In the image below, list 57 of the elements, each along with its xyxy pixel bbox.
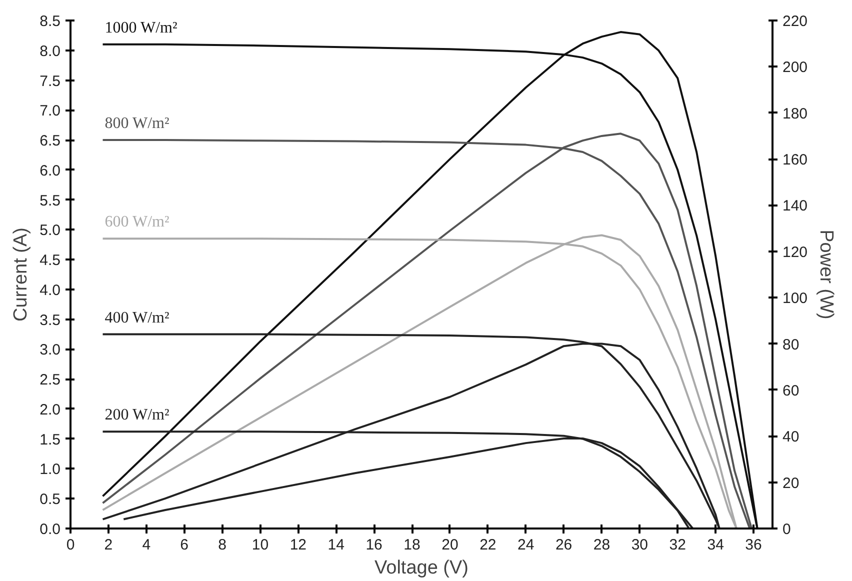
y2-tick-label: 0 <box>782 521 791 538</box>
y-tick-label: 5.0 <box>40 222 61 240</box>
y2-tick-label: 120 <box>782 244 808 261</box>
x-tick-label: 12 <box>290 536 307 554</box>
x-tick-label: 8 <box>218 536 226 554</box>
series-label: 200 W/m² <box>104 406 170 424</box>
y-tick-label: 2.5 <box>40 372 61 389</box>
x-tick-label: 30 <box>631 536 648 554</box>
y-tick-label: 1.0 <box>40 461 61 478</box>
y-tick-label: 8.5 <box>40 13 61 30</box>
x-tick-label: 10 <box>252 536 269 554</box>
x-tick-label: 26 <box>555 536 572 554</box>
y-tick-label: 0.5 <box>40 491 61 508</box>
y-tick-label: 3.0 <box>40 342 61 359</box>
y-tick-label: 5.5 <box>40 192 61 210</box>
x-tick-label: 14 <box>328 536 344 554</box>
y2-tick-label: 140 <box>782 198 808 215</box>
x-tick-label: 0 <box>66 536 75 554</box>
x-tick-label: 20 <box>442 536 458 554</box>
y-tick-label: 1.5 <box>40 431 61 448</box>
y-tick-label: 4.0 <box>40 282 61 299</box>
y2-tick-label: 100 <box>782 290 808 308</box>
y2-tick-label: 60 <box>782 382 800 400</box>
x-tick-label: 16 <box>366 536 382 554</box>
x-tick-label: 6 <box>180 536 189 554</box>
y-axis-title: Current (A) <box>10 228 32 322</box>
series-label: 600 W/m² <box>104 214 170 231</box>
y2-tick-label: 160 <box>782 152 808 169</box>
x-tick-label: 36 <box>745 536 762 554</box>
series-label: 400 W/m² <box>104 309 170 326</box>
y-tick-label: 8.0 <box>40 42 61 60</box>
x-tick-label: 28 <box>593 536 610 554</box>
x-tick-label: 2 <box>104 536 113 554</box>
x-tick-label: 34 <box>707 536 724 554</box>
series-label: 800 W/m² <box>104 115 170 132</box>
y-tick-label: 6.0 <box>40 162 61 180</box>
y-tick-label: 3.5 <box>40 312 61 329</box>
y-tick-label: 7.0 <box>40 102 61 120</box>
x-tick-label: 22 <box>480 536 496 554</box>
x-tick-label: 18 <box>404 536 420 554</box>
y-tick-label: 4.5 <box>40 252 61 270</box>
series-label: 1000 W/m² <box>104 19 178 36</box>
y2-tick-label: 80 <box>782 336 800 354</box>
x-tick-label: 32 <box>669 536 686 554</box>
y-tick-label: 0.0 <box>40 521 61 538</box>
y2-tick-label: 20 <box>782 474 800 492</box>
y2-tick-label: 180 <box>782 105 808 122</box>
y2-axis-title: Power (W) <box>816 230 837 320</box>
y-tick-label: 6.5 <box>40 132 61 150</box>
y2-tick-label: 200 <box>782 59 808 76</box>
y2-tick-label: 220 <box>782 13 808 30</box>
x-tick-label: 4 <box>142 536 151 554</box>
x-axis-title: Voltage (V) <box>374 558 468 578</box>
y-tick-label: 7.5 <box>40 72 61 90</box>
y2-tick-label: 40 <box>782 428 800 446</box>
x-tick-label: 24 <box>518 536 534 554</box>
y-tick-label: 2.0 <box>40 401 61 418</box>
